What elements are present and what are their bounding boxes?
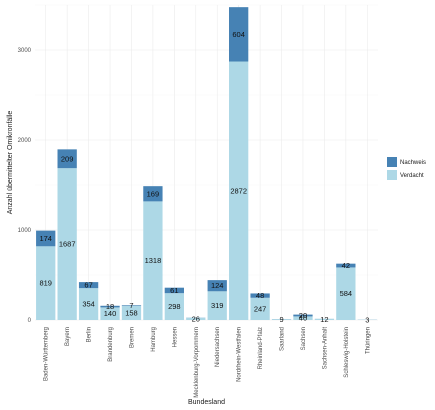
bar-nachweis-niedersachsen xyxy=(207,280,227,292)
value-label-nachweis-niedersachsen: 124 xyxy=(211,281,224,290)
legend-key-nachweis xyxy=(387,157,397,167)
value-label-nachweis-baden-wuerttemberg: 174 xyxy=(39,234,52,243)
bar-nachweis-sachsen xyxy=(293,314,313,317)
x-tick-label-thueringen: Thüringen xyxy=(365,327,371,354)
y-tick-label: 0 xyxy=(28,318,32,324)
bar-nachweis-bayern xyxy=(57,149,77,169)
x-axis-title: Bundesland xyxy=(188,399,225,406)
x-tick-label-saarland: Saarland xyxy=(280,327,286,351)
bar-verdacht-brandenburg xyxy=(100,307,120,320)
x-tick-label-schleswig-holstein: Schleswig-Holstein xyxy=(344,327,350,378)
bar-nachweis-nordrhein-westfalen xyxy=(229,7,249,62)
value-label-nachweis-sachsen: 20 xyxy=(299,311,307,320)
bar-verdacht-baden-wuerttemberg xyxy=(36,246,56,320)
bar-verdacht-bremen xyxy=(121,305,142,320)
x-tick-label-sachsen-anhalt: Sachsen-Anhalt xyxy=(322,327,328,370)
y-axis-title: Anzahl übermittelter Omikronfälle xyxy=(7,111,14,215)
value-labels: 8191741687209354671401815871318169298612… xyxy=(39,30,369,325)
value-label-nachweis-nordrhein-westfalen: 604 xyxy=(232,30,245,39)
value-label-nachweis-schleswig-holstein: 42 xyxy=(342,261,350,270)
y-axis: 0 1000 2000 3000 xyxy=(18,48,32,324)
bar-verdacht-saarland xyxy=(271,319,292,320)
y-tick-label: 3000 xyxy=(18,48,32,54)
x-tick-label-mecklenburg-vorpommern: Mecklenburg-Vorpommern xyxy=(194,327,200,398)
bar-verdacht-niedersachsen xyxy=(207,291,227,320)
legend: Nachweis Verdacht xyxy=(387,157,426,180)
bar-verdacht-mecklenburg-vorpommern xyxy=(186,317,206,320)
value-label-verdacht-thueringen: 3 xyxy=(365,315,369,324)
bar-nachweis-rheinland-pfalz xyxy=(250,293,270,298)
x-tick-label-brandenburg: Brandenburg xyxy=(108,327,114,362)
bar-verdacht-sachsen xyxy=(293,316,313,320)
bar-nachweis-berlin xyxy=(78,282,99,289)
value-label-nachweis-hessen: 61 xyxy=(170,286,178,295)
x-tick-label-bremen: Bremen xyxy=(129,327,135,348)
value-label-verdacht-sachsen: 40 xyxy=(299,314,307,323)
x-tick-label-niedersachsen: Niedersachsen xyxy=(215,327,221,367)
bar-nachweis-baden-wuerttemberg xyxy=(36,230,56,247)
value-label-nachweis-berlin: 67 xyxy=(84,281,92,290)
value-label-nachweis-bayern: 209 xyxy=(61,154,74,163)
value-label-verdacht-brandenburg: 140 xyxy=(104,309,117,318)
x-tick-label-baden-wuerttemberg: Baden-Württemberg xyxy=(44,327,50,381)
x-tick-label-hessen: Hessen xyxy=(172,327,178,347)
x-tick-label-sachsen: Sachsen xyxy=(301,327,307,350)
value-label-verdacht-sachsen-anhalt: 12 xyxy=(320,315,328,324)
value-label-verdacht-hamburg: 1318 xyxy=(145,256,162,265)
value-label-nachweis-brandenburg: 18 xyxy=(106,302,114,311)
bar-verdacht-berlin xyxy=(78,288,99,320)
bar-verdacht-sachsen-anhalt xyxy=(314,318,335,320)
value-label-verdacht-bremen: 158 xyxy=(125,308,138,317)
bar-nachweis-hessen xyxy=(164,287,184,294)
value-label-verdacht-niedersachsen: 319 xyxy=(211,301,224,310)
value-label-verdacht-bayern: 1687 xyxy=(59,240,76,249)
x-tick-label-hamburg: Hamburg xyxy=(151,327,157,352)
x-tick-label-rheinland-pfalz: Rheinland-Pfalz xyxy=(258,327,264,369)
bar-verdacht-rheinland-pfalz xyxy=(250,297,270,320)
bar-verdacht-nordrhein-westfalen xyxy=(229,61,249,321)
value-label-verdacht-mecklenburg-vorpommern: 26 xyxy=(192,314,200,323)
value-label-verdacht-schleswig-holstein: 584 xyxy=(340,289,353,298)
value-label-verdacht-nordrhein-westfalen: 2872 xyxy=(230,186,247,195)
x-tick-label-nordrhein-westfalen: Nordrhein-Westfalen xyxy=(237,327,243,382)
bar-verdacht-schleswig-holstein xyxy=(336,267,356,320)
bar-verdacht-hessen xyxy=(164,293,184,320)
value-label-nachweis-hamburg: 169 xyxy=(147,189,160,198)
x-tick-label-berlin: Berlin xyxy=(87,327,93,342)
value-label-verdacht-saarland: 9 xyxy=(279,315,283,324)
legend-label-verdacht: Verdacht xyxy=(400,173,424,179)
bar-nachweis-schleswig-holstein xyxy=(336,263,356,268)
bar-nachweis-brandenburg xyxy=(100,305,120,308)
y-tick-label: 1000 xyxy=(18,228,32,234)
bars xyxy=(36,7,377,321)
value-label-verdacht-baden-wuerttemberg: 819 xyxy=(39,279,52,288)
legend-key-verdacht xyxy=(387,170,397,180)
value-label-nachweis-rheinland-pfalz: 48 xyxy=(256,291,264,300)
value-label-verdacht-rheinland-pfalz: 247 xyxy=(254,304,267,313)
x-tick-label-bayern: Bayern xyxy=(65,327,71,346)
value-label-verdacht-berlin: 354 xyxy=(82,300,95,309)
y-tick-label: 2000 xyxy=(18,138,32,144)
bar-verdacht-bayern xyxy=(57,168,77,320)
x-axis: Baden-Württemberg Bayern Berlin Brandenburg… xyxy=(44,327,372,398)
value-label-nachweis-bremen: 7 xyxy=(129,301,133,310)
bar-nachweis-hamburg xyxy=(143,186,163,202)
bar-nachweis-bremen xyxy=(121,305,142,306)
grid-lines xyxy=(35,4,378,321)
value-label-verdacht-hessen: 298 xyxy=(168,302,181,311)
legend-label-nachweis: Nachweis xyxy=(400,160,426,166)
bar-verdacht-hamburg xyxy=(143,201,163,320)
